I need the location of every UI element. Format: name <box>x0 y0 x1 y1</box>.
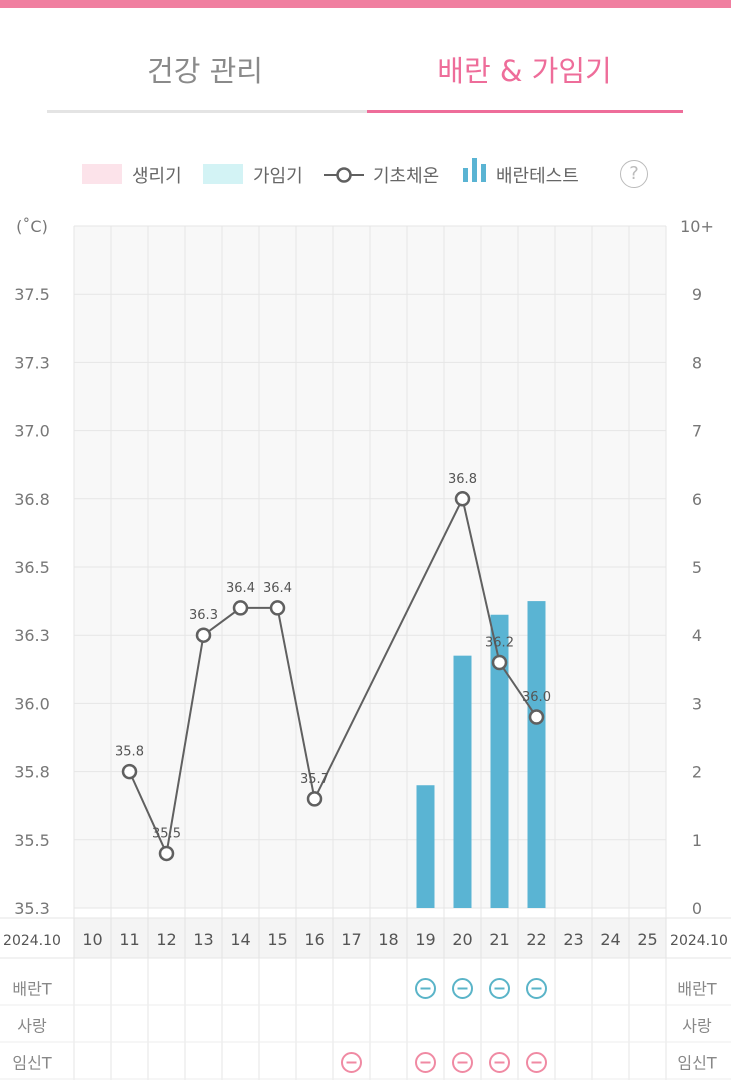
negative-result-icon <box>526 1052 547 1073</box>
x-tick-label: 21 <box>489 930 509 949</box>
bbt-point <box>158 845 175 862</box>
x-tick-label: 17 <box>341 930 361 949</box>
bbt-point <box>121 763 138 780</box>
y-left-tick-label: 35.8 <box>14 763 50 782</box>
x-tick-label: 23 <box>563 930 583 949</box>
x-tick-label: 10 <box>82 930 102 949</box>
track-label-left: 사랑 <box>17 1017 47 1036</box>
negative-result-icon <box>452 1052 473 1073</box>
y-right-tick-label: 8 <box>692 353 702 372</box>
y-left-tick-label: 36.8 <box>14 490 50 509</box>
negative-result-icon <box>415 978 436 999</box>
bbt-point <box>269 600 286 616</box>
negative-result-icon <box>526 978 547 999</box>
negative-result-icon <box>341 1052 362 1073</box>
tab-underline-inactive <box>47 110 367 113</box>
x-tick-label: 16 <box>304 930 324 949</box>
negative-result-icon <box>415 1052 436 1073</box>
x-tick-label: 22 <box>526 930 546 949</box>
bbt-point <box>195 627 212 643</box>
y-left-unit-label: (˚C) <box>16 217 48 236</box>
bbt-data-label: 36.2 <box>485 635 514 650</box>
track-label-right: 임신T <box>677 1054 716 1073</box>
legend-bbt-label: 기초체온 <box>373 166 440 187</box>
y-right-tick-label: 6 <box>692 490 702 509</box>
line-marker-icon <box>324 167 364 183</box>
negative-result-icon <box>489 978 510 999</box>
top-accent-bar <box>0 0 731 8</box>
x-tick-label: 18 <box>378 930 398 949</box>
x-tick-label: 12 <box>156 930 176 949</box>
y-left-tick-label: 35.3 <box>14 899 50 918</box>
bbt-data-label: 36.8 <box>448 472 477 487</box>
bbt-data-label: 36.4 <box>263 581 292 596</box>
y-right-tick-label: 10+ <box>680 217 714 236</box>
tab-underline-active <box>367 110 683 113</box>
bbt-data-label: 35.8 <box>115 745 144 760</box>
track-label-left: 배란T <box>12 980 51 999</box>
track-label-left: 임신T <box>12 1054 51 1073</box>
y-left-tick-label: 36.5 <box>14 558 50 577</box>
bar-chart-icon <box>463 158 486 182</box>
x-side-label-left: 2024.10 <box>3 933 61 949</box>
period-swatch <box>82 164 122 184</box>
x-tick-label: 19 <box>415 930 435 949</box>
y-right-tick-label: 3 <box>692 694 702 713</box>
x-tick-label: 15 <box>267 930 287 949</box>
bbt-point <box>491 654 508 671</box>
y-right-tick-label: 9 <box>692 285 702 304</box>
negative-result-icon <box>452 978 473 999</box>
negative-result-icon <box>489 1052 510 1073</box>
bbt-data-label: 36.0 <box>522 690 551 705</box>
bbt-data-label: 35.5 <box>152 826 181 841</box>
x-tick-label: 20 <box>452 930 472 949</box>
y-right-tick-label: 7 <box>692 422 702 441</box>
help-icon[interactable]: ? <box>620 160 648 188</box>
legend-period-label: 생리기 <box>132 166 182 187</box>
track-label-right: 사랑 <box>682 1017 712 1036</box>
bbt-point <box>232 600 249 616</box>
fertile-swatch <box>203 164 243 184</box>
ovulation-test-bar <box>527 601 546 908</box>
x-side-label-right: 2024.10 <box>670 933 728 949</box>
tab-health-management[interactable]: 건강 관리 <box>147 54 263 88</box>
y-right-tick-label: 5 <box>692 558 702 577</box>
bbt-point <box>454 491 471 507</box>
bbt-data-label: 36.3 <box>189 608 218 623</box>
y-left-tick-label: 35.5 <box>14 831 50 850</box>
x-tick-label: 13 <box>193 930 213 949</box>
bbt-data-label: 36.4 <box>226 581 255 596</box>
y-right-tick-label: 2 <box>692 763 702 782</box>
y-right-tick-label: 1 <box>692 831 702 850</box>
y-left-tick-label: 36.0 <box>14 694 50 713</box>
plot-area <box>74 226 666 908</box>
y-left-tick-label: 37.5 <box>14 285 50 304</box>
y-right-tick-label: 0 <box>692 899 702 918</box>
bbt-point <box>306 791 323 807</box>
legend-ovulation-test-label: 배란테스트 <box>496 166 579 187</box>
legend-fertile-label: 가임기 <box>253 166 303 187</box>
ovulation-test-bar <box>453 655 472 908</box>
y-right-tick-label: 4 <box>692 626 702 645</box>
y-left-tick-label: 36.3 <box>14 626 50 645</box>
x-tick-label: 25 <box>637 930 657 949</box>
bbt-point <box>528 709 545 725</box>
x-axis-row <box>74 918 666 958</box>
tab-ovulation-fertile[interactable]: 배란 & 가임기 <box>437 54 612 88</box>
bbt-line <box>128 495 538 857</box>
y-left-tick-label: 37.0 <box>14 422 50 441</box>
ovulation-test-bar <box>416 785 435 908</box>
ovulation-test-bar <box>490 614 509 908</box>
x-tick-label: 24 <box>600 930 620 949</box>
x-tick-label: 14 <box>230 930 250 949</box>
x-tick-label: 11 <box>119 930 139 949</box>
bbt-data-label: 35.7 <box>300 772 329 787</box>
track-label-right: 배란T <box>677 980 716 999</box>
y-left-tick-label: 37.3 <box>14 353 50 372</box>
